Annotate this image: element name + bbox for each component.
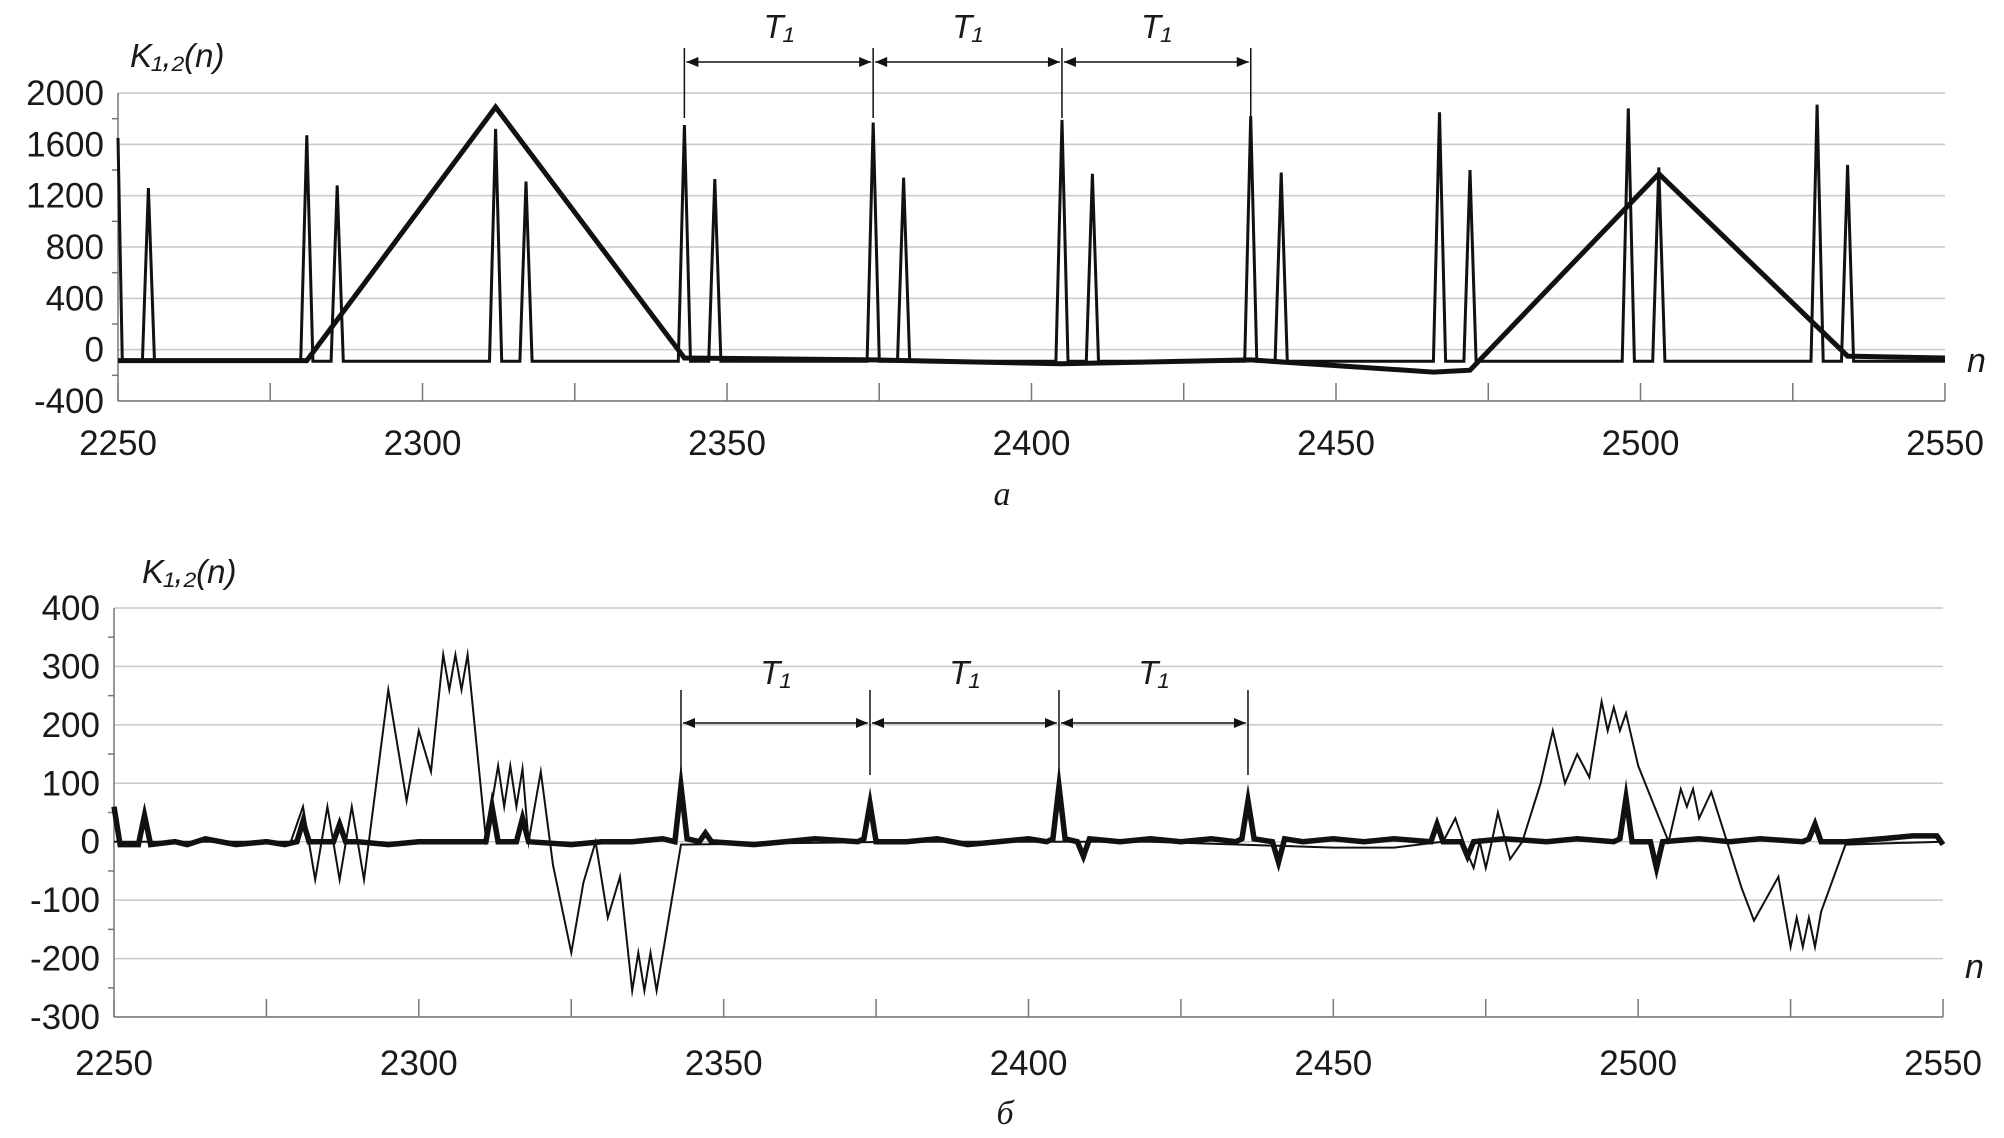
panel-a-period-markers: T₁ T₁ T₁ (683, 8, 1252, 118)
x-tick-label: 2400 (993, 424, 1071, 463)
x-tick-label: 2250 (75, 1044, 153, 1083)
arrowhead-icon (1060, 718, 1073, 728)
arrowhead-icon (1236, 57, 1249, 67)
thick-series-line (111, 761, 1946, 881)
arrowhead-icon (686, 57, 699, 67)
y-tick-label: 300 (42, 647, 100, 686)
x-tick-label: 2550 (1906, 424, 1984, 463)
x-tick-label: 2300 (384, 424, 462, 463)
thick-series-line (118, 102, 1946, 375)
period-label: T₁ (1138, 654, 1169, 691)
x-tick-label: 2450 (1294, 1044, 1372, 1083)
x-tick-label: 2500 (1599, 1044, 1677, 1083)
y-tick-label: 0 (81, 823, 100, 862)
x-tick-label: 2550 (1904, 1044, 1982, 1083)
period-label: T₁ (760, 654, 791, 691)
y-tick-label: -100 (30, 881, 100, 920)
x-tick-label: 2250 (79, 424, 157, 463)
panel-a-x-axis-label: n (1967, 342, 1986, 380)
panel-b-axes (108, 608, 1944, 1018)
arrowhead-icon (682, 718, 695, 728)
panel-a-y-axis-label: K₁,₂(n) (130, 37, 225, 74)
y-tick-label: 800 (46, 228, 104, 267)
y-tick-label: 400 (42, 589, 100, 628)
y-tick-label: -300 (30, 998, 100, 1037)
y-tick-label: 200 (42, 706, 100, 745)
panel-b-y-tick-labels: -300 -200 -100 0 100 200 300 400 (30, 589, 100, 1037)
arrowhead-icon (1044, 718, 1057, 728)
panel-a-gridlines (118, 92, 1945, 402)
period-label: T₁ (949, 654, 980, 691)
period-label: T₁ (952, 8, 983, 45)
arrowhead-icon (871, 718, 884, 728)
arrowhead-icon (1233, 718, 1246, 728)
x-tick-label: 2350 (688, 424, 766, 463)
panel-b-gridlines (114, 607, 1943, 1018)
arrowhead-icon (1063, 57, 1076, 67)
panel-b-period-markers: T₁ T₁ T₁ (680, 654, 1249, 775)
x-tick-label: 2500 (1602, 424, 1680, 463)
panel-a-x-tick-labels: 2250 2300 2350 2400 2450 2500 2550 (79, 424, 1984, 463)
arrowhead-icon (855, 718, 868, 728)
y-tick-label: -400 (34, 382, 104, 421)
x-tick-label: 2400 (990, 1044, 1068, 1083)
panel-a-chart: -400 0 400 800 1200 1600 2000 2250 2300 2350 2400… (26, 8, 1986, 513)
arrowhead-icon (875, 57, 888, 67)
x-tick-label: 2450 (1297, 424, 1375, 463)
y-tick-label: 2000 (26, 74, 104, 113)
panel-a-caption: а (994, 476, 1011, 513)
arrowhead-icon (859, 57, 872, 67)
panel-a-series (116, 102, 1946, 375)
panel-b-chart: -300 -200 -100 0 100 200 300 400 2250 2300 2350 24… (30, 553, 1984, 1132)
thin-series-line (114, 647, 1944, 999)
panel-b-series (111, 647, 1946, 999)
y-tick-label: 100 (42, 764, 100, 803)
thin-series-line (116, 104, 1945, 363)
panel-b-x-axis-label: n (1965, 948, 1984, 986)
period-label: T₁ (763, 8, 794, 45)
x-tick-label: 2350 (685, 1044, 763, 1083)
period-label: T₁ (1141, 8, 1172, 45)
arrowhead-icon (1047, 57, 1060, 67)
y-tick-label: 0 (85, 331, 104, 370)
x-tick-label: 2300 (380, 1044, 458, 1083)
y-tick-label: 1600 (26, 125, 104, 164)
panel-a-axes (112, 93, 1946, 402)
panel-b-y-axis-label: K₁,₂(n) (142, 553, 237, 590)
panel-a-y-tick-labels: -400 0 400 800 1200 1600 2000 (26, 74, 104, 421)
y-tick-label: 400 (46, 279, 104, 318)
panel-b-x-tick-labels: 2250 2300 2350 2400 2450 2500 2550 (75, 1044, 1982, 1083)
panel-b-caption: б (996, 1095, 1015, 1132)
y-tick-label: -200 (30, 940, 100, 979)
y-tick-label: 1200 (26, 177, 104, 216)
